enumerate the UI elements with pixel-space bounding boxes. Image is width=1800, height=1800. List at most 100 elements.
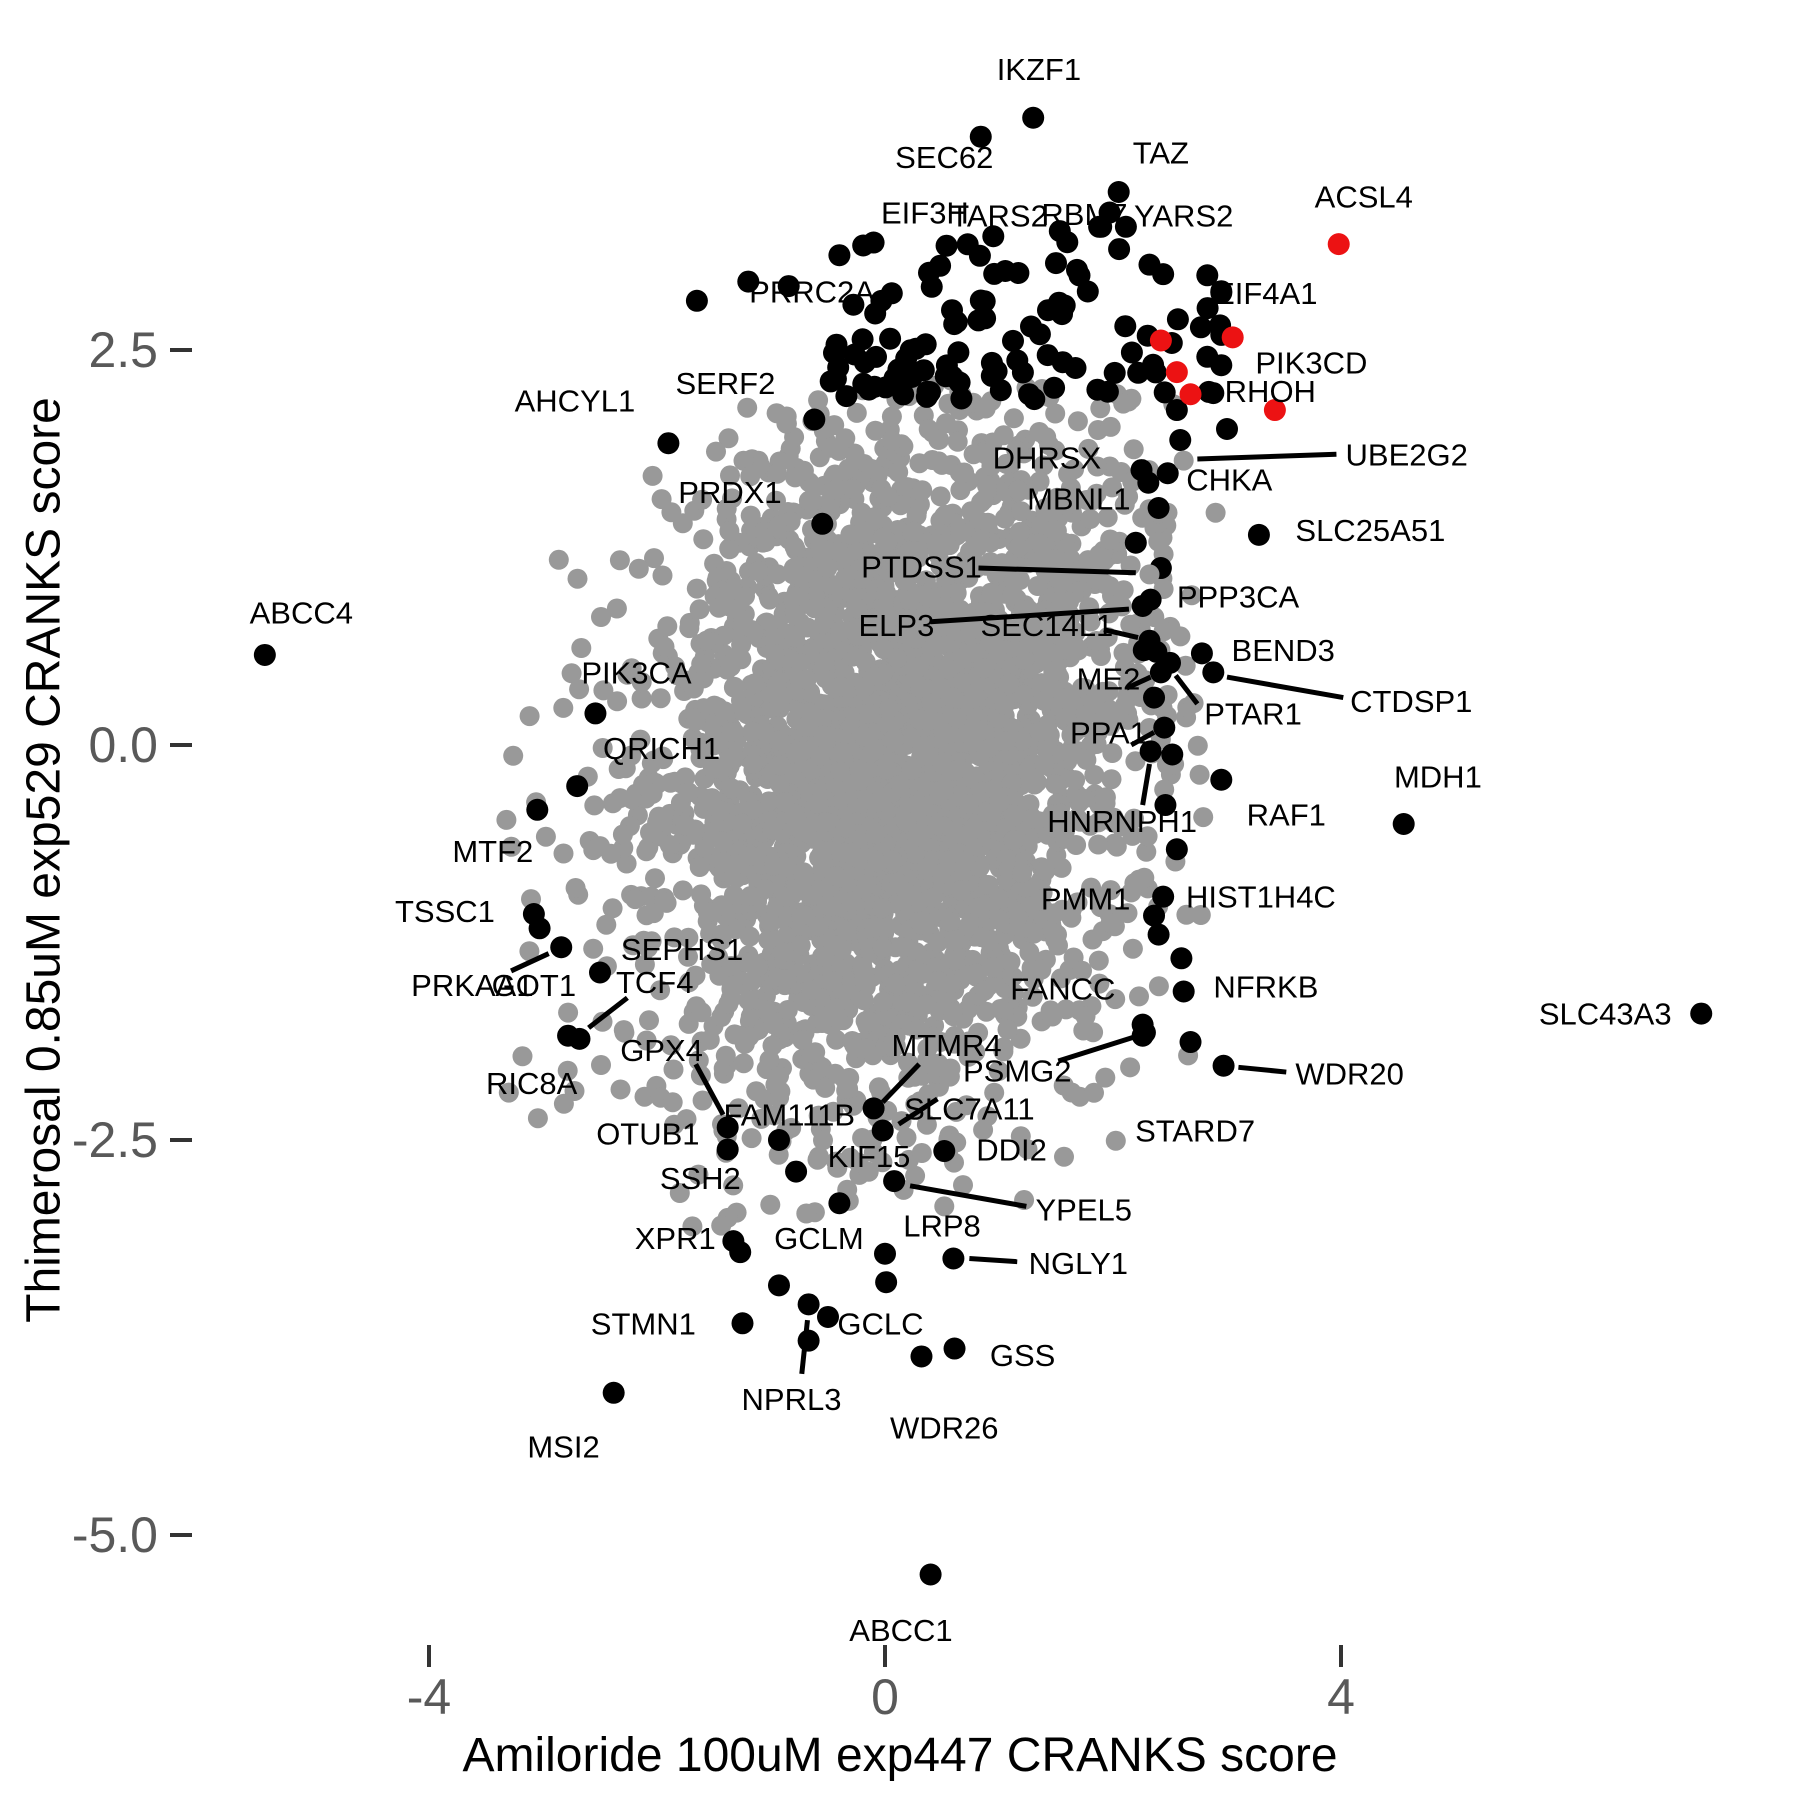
data-point-gray	[739, 1026, 760, 1047]
leader-line-ppa1	[1130, 730, 1156, 748]
data-point-black	[1197, 380, 1220, 403]
data-point-gray	[833, 955, 853, 976]
data-point-gray	[852, 957, 873, 978]
gene-label-wdr26: WDR26	[890, 1411, 999, 1446]
data-point-gray	[656, 892, 677, 913]
data-point-gray	[937, 556, 958, 577]
gene-point-ppa1	[1153, 716, 1176, 739]
gene-label-gpx4: GPX4	[620, 1033, 703, 1068]
data-point-gray	[950, 880, 971, 901]
data-point-gray	[784, 536, 805, 557]
gene-point-yars2	[1138, 253, 1161, 276]
data-point-gray	[1193, 807, 1214, 828]
data-point-gray	[960, 619, 981, 640]
gene-point-ric8a	[512, 1046, 533, 1067]
y-tick-label: 0.0	[88, 717, 158, 773]
gene-point-mbnl1	[1147, 497, 1170, 519]
data-point-gray	[1099, 576, 1120, 597]
data-point-gray	[1003, 408, 1024, 429]
gene-label-msi2: MSI2	[527, 1430, 599, 1465]
data-point-gray	[860, 458, 881, 479]
data-point-gray	[1019, 942, 1040, 963]
data-point-gray	[1105, 1130, 1126, 1151]
data-point-gray	[836, 920, 857, 941]
gene-point-slc25a51	[1247, 523, 1270, 546]
data-point-gray	[824, 998, 845, 1019]
data-point-gray	[995, 731, 1016, 752]
data-point-gray	[896, 811, 917, 832]
data-point-gray	[872, 938, 893, 958]
data-point-gray	[900, 589, 920, 609]
data-point-black	[1170, 947, 1193, 970]
data-point-gray	[613, 1020, 634, 1041]
y-tick-label: 2.5	[88, 322, 158, 378]
data-point-gray	[842, 479, 863, 499]
data-point-gray	[855, 1038, 876, 1059]
gene-label-mbnl1: MBNL1	[1027, 482, 1130, 517]
data-point-black	[1114, 315, 1137, 338]
gene-label-xpr1: XPR1	[635, 1221, 716, 1256]
gene-label-got1: GOT1	[492, 968, 576, 1003]
data-point-gray	[1113, 642, 1134, 663]
gene-label-bend3: BEND3	[1232, 633, 1335, 668]
leader-line-ypel5	[909, 1183, 1027, 1209]
data-point-gray	[715, 1045, 736, 1066]
data-point-gray	[663, 1059, 684, 1080]
data-point-gray	[664, 1114, 685, 1135]
gene-point-kif15	[828, 1192, 851, 1215]
leader-line-ptar1	[1173, 673, 1200, 706]
data-point-gray	[909, 453, 930, 474]
data-point-gray	[714, 701, 735, 722]
gene-label-gss: GSS	[990, 1338, 1055, 1373]
data-point-black	[1011, 361, 1034, 384]
data-point-gray	[1088, 950, 1109, 971]
data-point-gray	[644, 548, 664, 569]
gene-point-pik3cd	[1263, 399, 1286, 422]
data-point-black	[1086, 378, 1109, 401]
data-point-black	[1020, 315, 1042, 338]
data-point-gray	[1072, 677, 1092, 698]
gene-point-ptdss1	[1139, 564, 1160, 585]
data-point-black	[1023, 388, 1046, 411]
data-point-black	[853, 351, 876, 374]
data-point-gray	[974, 980, 995, 1001]
data-point-gray	[686, 578, 707, 599]
data-point-gray	[884, 729, 904, 750]
gene-label-fam111b: FAM111B	[723, 1098, 855, 1133]
data-point-black	[842, 293, 865, 316]
data-point-gray	[706, 441, 726, 462]
data-point-gray	[821, 971, 842, 992]
gene-label-nprl3: NPRL3	[742, 1382, 842, 1417]
gene-point-psmg2	[1133, 1021, 1156, 1044]
data-point-gray	[602, 793, 623, 814]
data-point-gray	[877, 486, 898, 507]
data-point-gray	[1122, 938, 1143, 959]
data-point-gray	[904, 521, 924, 542]
data-point-gray	[901, 760, 922, 780]
data-point-gray	[901, 885, 922, 906]
gene-point-raf1	[1210, 768, 1233, 791]
data-point-gray	[905, 843, 926, 864]
data-point-gray	[1033, 690, 1054, 711]
data-point-gray	[882, 850, 903, 871]
leader-line-ube2g2	[1197, 451, 1337, 462]
data-point-gray	[852, 726, 873, 747]
data-point-gray	[1022, 808, 1043, 829]
data-point-gray	[872, 898, 893, 919]
data-point-gray	[943, 1002, 963, 1023]
leader-line-mtmr4	[880, 1062, 922, 1104]
data-point-gray	[1095, 793, 1116, 814]
data-point-gray	[1129, 986, 1149, 1007]
data-point-gray	[720, 656, 741, 677]
data-point-gray	[519, 941, 540, 962]
data-point-gray	[916, 994, 937, 1015]
gene-label-ctdsp1: CTDSP1	[1350, 684, 1472, 719]
data-point-gray	[921, 637, 942, 658]
data-point-gray	[535, 826, 556, 847]
data-point-gray	[774, 792, 795, 812]
leader-line-hnrnph1	[1140, 763, 1152, 806]
data-point-gray	[833, 742, 853, 763]
data-point-gray	[1047, 487, 1068, 508]
data-point-black	[1196, 297, 1219, 320]
data-point-gray	[1031, 959, 1052, 980]
